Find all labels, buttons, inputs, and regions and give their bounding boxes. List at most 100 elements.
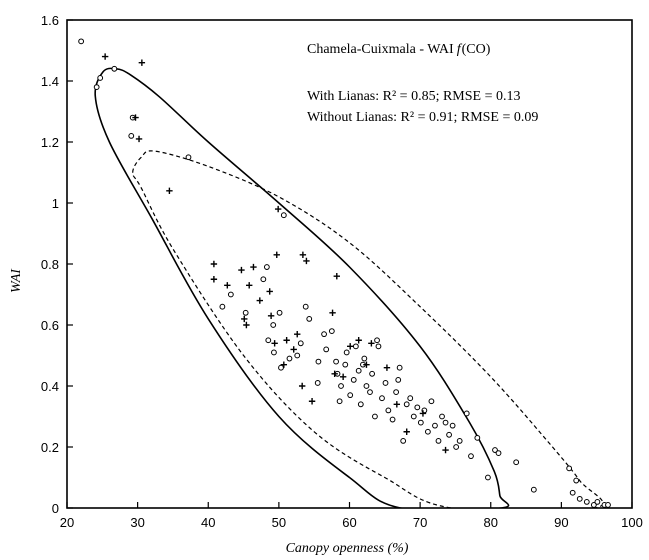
plus-point <box>280 361 288 368</box>
circle-point <box>352 343 359 350</box>
circle-point <box>306 316 313 322</box>
plus-point <box>299 251 307 259</box>
circle-point <box>336 398 343 405</box>
circle-point <box>590 502 597 508</box>
circle-point <box>97 75 104 81</box>
x-tick-label: 20 <box>60 515 74 530</box>
circle-point <box>485 474 491 481</box>
plus-point <box>368 340 375 347</box>
y-tick-label: 0.6 <box>41 318 59 333</box>
plus-point <box>256 297 264 304</box>
circle-point <box>286 355 293 362</box>
circle-point <box>357 401 364 408</box>
plus-point <box>271 340 278 347</box>
y-tick-label: 0.8 <box>41 257 59 272</box>
annotation-without-lianas: Without Lianas: R² = 0.91; RMSE = 0.09 <box>307 110 538 125</box>
plus-point <box>135 135 143 143</box>
circle-point <box>432 422 438 429</box>
plus-point <box>298 382 306 390</box>
plus-point <box>241 315 248 323</box>
plus-point <box>273 251 280 259</box>
plus-point <box>290 346 297 353</box>
y-tick-label: 1.2 <box>41 135 59 150</box>
circle-point <box>333 358 339 365</box>
circle-point <box>321 331 327 338</box>
x-tick-label: 90 <box>554 515 568 530</box>
circle-point <box>395 377 402 383</box>
circle-point <box>583 499 590 505</box>
circle-point <box>492 447 498 453</box>
circle-point <box>374 337 380 344</box>
plus-point <box>274 205 282 213</box>
circle-point <box>573 477 580 484</box>
annotation-with-lianas: With Lianas: R² = 0.85; RMSE = 0.13 <box>307 89 520 104</box>
circle-point <box>270 322 277 328</box>
ellipses <box>94 67 604 508</box>
circle-point <box>367 389 373 396</box>
plus-point <box>243 321 250 329</box>
circle-point <box>347 392 354 399</box>
data-points <box>78 38 611 508</box>
y-tick-label: 0.4 <box>41 379 59 394</box>
circle-point <box>389 416 396 423</box>
circle-point <box>280 212 287 219</box>
circle-point <box>400 438 407 444</box>
plus-point <box>101 53 109 60</box>
circle-point <box>338 383 344 389</box>
plus-point <box>132 114 139 121</box>
circle-point <box>93 84 100 90</box>
circle-point <box>315 358 322 365</box>
y-tick-label: 0 <box>52 501 59 516</box>
circle-point <box>111 65 118 72</box>
circle-point <box>428 398 435 405</box>
circle-point <box>393 389 400 396</box>
circle-point <box>379 395 385 402</box>
x-tick-label: 60 <box>342 515 356 530</box>
plus-point <box>246 282 253 289</box>
chart-title: Chamela-Cuixmala - WAI f(CO) <box>307 42 491 57</box>
plus-point <box>347 343 354 350</box>
circle-point <box>456 438 463 444</box>
circle-point <box>414 404 421 411</box>
circle-point <box>314 380 321 386</box>
plus-point <box>303 257 310 265</box>
circle-point <box>343 349 350 356</box>
plus-point <box>138 59 146 66</box>
circle-point <box>385 407 392 414</box>
circle-point <box>227 291 234 298</box>
circle-point <box>278 364 284 371</box>
plus-point <box>267 312 275 320</box>
circle-point <box>242 309 249 316</box>
plus-point <box>339 373 347 381</box>
circle-point <box>297 340 304 347</box>
circle-point <box>323 346 330 353</box>
circle-point <box>474 434 481 441</box>
circle-point <box>410 413 417 420</box>
circle-point <box>530 486 537 493</box>
circle-point <box>263 264 270 270</box>
circle-point <box>302 303 309 310</box>
plus-point <box>210 276 218 283</box>
x-axis-label: Canopy openness (%) <box>286 541 409 556</box>
y-tick-label: 0.2 <box>41 440 59 455</box>
circle-point <box>513 459 520 466</box>
circle-point <box>265 337 272 344</box>
plus-point <box>210 260 218 268</box>
plus-point <box>224 282 231 289</box>
circle-point <box>342 361 349 368</box>
circle-point <box>271 349 277 356</box>
y-tick-label: 1.4 <box>41 74 59 89</box>
y-tick-label: 1.6 <box>41 13 59 28</box>
circle-point <box>417 419 424 426</box>
circle-point <box>276 309 283 316</box>
plus-point <box>329 309 336 316</box>
circle-point <box>355 367 362 374</box>
plus-point <box>393 401 401 408</box>
circle-point <box>128 133 135 139</box>
circle-point <box>372 413 378 420</box>
circle-point <box>566 465 573 472</box>
plus-point <box>294 330 301 338</box>
circle-point <box>260 276 267 283</box>
x-tick-label: 70 <box>413 515 427 530</box>
